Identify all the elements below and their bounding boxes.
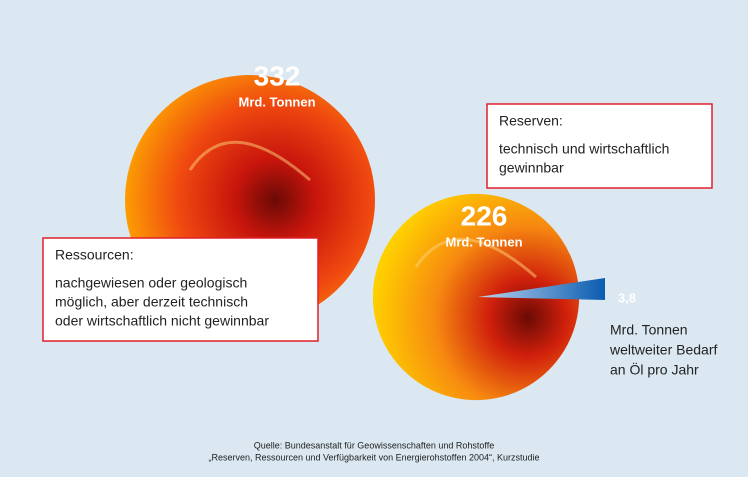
chart: 3,8 332 Mrd. Tonnen 226 Mrd. Tonnen Ressource… <box>0 0 748 477</box>
callout-line: technisch und wirtschaftlich <box>499 141 669 157</box>
unit-label: Mrd. Tonnen <box>445 234 522 249</box>
callout-line: gewinnbar <box>499 160 564 176</box>
description-line: weltweiter Bedarf <box>609 342 717 358</box>
source-line: Quelle: Bundesanstalt für Geowissenschaf… <box>254 440 494 450</box>
callout-line: nachgewiesen oder geologisch <box>55 275 247 291</box>
callout-title: Ressourcen: <box>55 247 134 263</box>
source-line: „Reserven, Ressourcen und Verfügbarkeit … <box>208 452 539 462</box>
value-label: 3,8 <box>618 290 636 305</box>
unit-label: Mrd. Tonnen <box>238 94 315 109</box>
callout-line: oder wirtschaftlich nicht gewinnbar <box>55 313 269 329</box>
unit-label: Mrd. Tonnen <box>610 322 688 338</box>
value-label: 332 <box>254 60 301 91</box>
callout-line: möglich, aber derzeit technisch <box>55 294 248 310</box>
value-label: 226 <box>461 200 508 231</box>
description-line: an Öl pro Jahr <box>610 361 699 378</box>
callout-title: Reserven: <box>499 113 563 129</box>
